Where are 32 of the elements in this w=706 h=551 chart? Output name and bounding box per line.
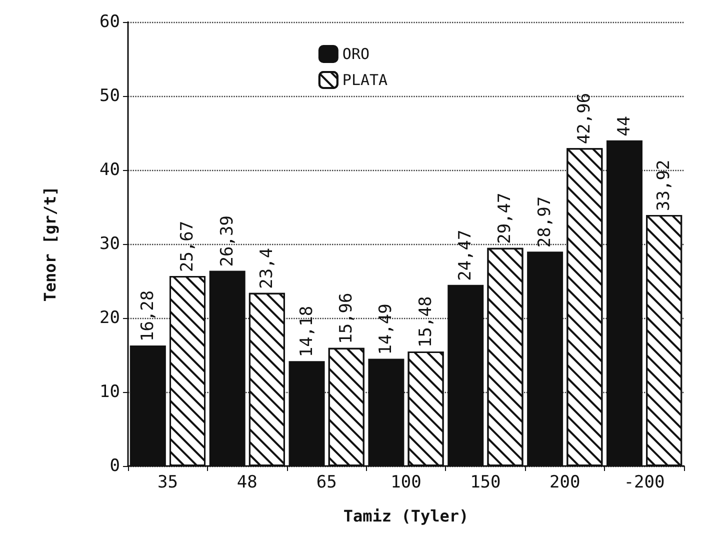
x-axis-title: Tamiz (Tyler) bbox=[343, 506, 469, 526]
data-label: 26,39 bbox=[217, 216, 238, 267]
x-tick-label: 35 bbox=[157, 472, 178, 492]
data-label: 15,48 bbox=[416, 296, 436, 348]
data-label: 28,97 bbox=[535, 196, 556, 248]
x-tick-label: 200 bbox=[550, 472, 580, 492]
data-label: 16,28 bbox=[138, 290, 158, 342]
data-label: 14,18 bbox=[296, 306, 317, 358]
y-tick-label: 20 bbox=[100, 308, 120, 328]
data-label: 25,67 bbox=[178, 220, 198, 272]
x-tick-label: -200 bbox=[624, 472, 665, 492]
y-tick-label: 50 bbox=[100, 86, 120, 106]
data-label: 15,96 bbox=[336, 292, 356, 344]
data-label: 42,96 bbox=[574, 92, 595, 144]
y-tick-label: 60 bbox=[100, 12, 120, 32]
data-label: 14,49 bbox=[376, 304, 396, 355]
y-tick-label: 0 bbox=[110, 456, 120, 476]
legend-label: ORO bbox=[342, 45, 370, 63]
legend-label: PLATA bbox=[342, 71, 388, 89]
data-label: 44 bbox=[614, 116, 634, 136]
x-tick-label: 65 bbox=[316, 472, 337, 492]
data-label: 24,47 bbox=[456, 230, 476, 281]
x-tick-label: 48 bbox=[236, 472, 258, 492]
x-tick-label: 100 bbox=[390, 472, 422, 492]
data-label: 29,47 bbox=[495, 192, 516, 244]
data-label: 33,92 bbox=[654, 160, 674, 211]
y-axis-title: Tenor [gr/t] bbox=[40, 186, 60, 302]
y-tick-label: 40 bbox=[100, 160, 120, 180]
y-tick-label: 10 bbox=[100, 382, 120, 402]
x-tick-label: 150 bbox=[470, 472, 501, 492]
y-tick-label: 30 bbox=[100, 234, 120, 254]
data-label: 23,4 bbox=[256, 248, 277, 289]
